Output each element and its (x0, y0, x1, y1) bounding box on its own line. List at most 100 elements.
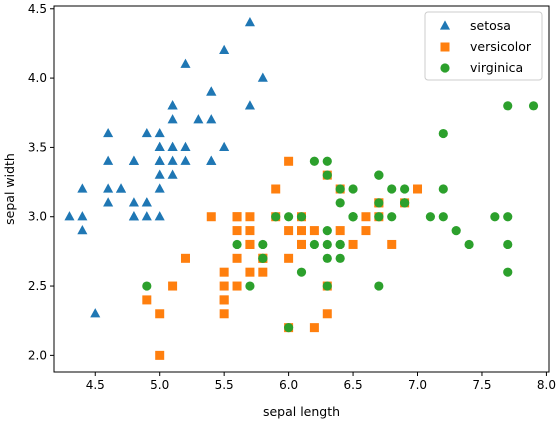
virginica-point (322, 156, 332, 166)
virginica-point (284, 323, 294, 333)
virginica-point (400, 198, 410, 208)
virginica-point (503, 239, 513, 250)
versicolor-point (348, 239, 358, 249)
virginica-point (322, 253, 332, 263)
virginica-point (322, 281, 332, 291)
virginica-point (258, 239, 268, 250)
y-axis-label: sepal width (2, 153, 17, 225)
virginica-point (284, 212, 294, 222)
versicolor-point (142, 295, 152, 305)
setosa-point (115, 183, 127, 193)
virginica-point (309, 239, 319, 250)
versicolor-point (309, 323, 319, 333)
legend-box (424, 11, 543, 81)
versicolor-point (206, 212, 216, 222)
virginica-point (503, 267, 513, 277)
setosa-point (193, 114, 204, 124)
versicolor-point (219, 281, 229, 291)
virginica-point (374, 212, 384, 222)
setosa-point (154, 183, 165, 193)
setosa-point (64, 211, 75, 221)
setosa-point (90, 308, 101, 318)
versicolor-point (232, 281, 242, 291)
series-setosa (64, 17, 268, 318)
virginica-point (374, 198, 384, 208)
versicolor-point (284, 156, 294, 166)
setosa-point (180, 58, 191, 68)
y-tick-label: 3.5 (28, 140, 47, 154)
setosa-point (244, 17, 255, 27)
setosa-point (219, 141, 230, 152)
versicolor-point (245, 226, 255, 236)
versicolor-point (232, 253, 242, 263)
versicolor-point (245, 212, 255, 222)
setosa-point (206, 86, 217, 96)
setosa-point (154, 211, 165, 221)
setosa-point (180, 155, 191, 165)
virginica-point (438, 184, 448, 194)
y-tick-label: 2.5 (28, 279, 47, 293)
versicolor-point (232, 226, 242, 236)
x-tick-label: 7.5 (472, 378, 491, 392)
versicolor-point (361, 212, 371, 222)
setosa-point (167, 169, 178, 179)
virginica-point (374, 170, 384, 180)
x-tick-label: 8.0 (537, 378, 556, 392)
virginica-point (335, 198, 345, 208)
virginica-point (335, 184, 345, 194)
series-virginica (142, 101, 539, 333)
setosa-point (128, 211, 139, 221)
plot-area (64, 17, 539, 360)
setosa-point (206, 114, 217, 124)
x-axis-label: sepal length (263, 404, 340, 419)
virginica-point (348, 184, 358, 194)
versicolor-point (284, 253, 294, 263)
versicolor-point (219, 309, 229, 319)
virginica-point (387, 212, 397, 222)
versicolor-point (155, 309, 165, 319)
virginica-point (528, 101, 539, 111)
setosa-point (128, 197, 139, 207)
setosa-point (77, 224, 88, 235)
setosa-point (141, 127, 152, 138)
setosa-point (103, 127, 114, 138)
y-tick-label: 3.0 (28, 210, 47, 224)
setosa-point (154, 155, 165, 165)
setosa-point (141, 197, 152, 207)
versicolor-point (180, 253, 190, 263)
virginica-point (425, 212, 436, 222)
legend: setosa versicolor virginica (424, 11, 543, 81)
virginica-point (271, 212, 281, 222)
setosa-point (103, 197, 114, 207)
virginica-point (503, 212, 513, 222)
axis-ticks: 4.5 5.0 5.5 6.0 6.5 7.0 7.5 8.0 2.0 2.5 3.0 3.5 4.0 4… (28, 2, 556, 392)
versicolor-point (271, 184, 281, 194)
setosa-point (244, 100, 255, 110)
versicolor-point (361, 226, 371, 236)
setosa-point (154, 141, 165, 152)
legend-marker-setosa (439, 20, 451, 30)
virginica-point (503, 101, 513, 111)
setosa-point (77, 211, 88, 221)
virginica-point (296, 212, 307, 222)
versicolor-point (387, 239, 397, 249)
versicolor-point (258, 267, 268, 277)
setosa-point (167, 141, 178, 152)
virginica-point (400, 184, 410, 194)
y-tick-label: 2.0 (28, 348, 47, 362)
x-tick-label: 6.0 (279, 378, 298, 392)
setosa-point (103, 183, 114, 193)
versicolor-point (219, 295, 229, 305)
virginica-point (322, 170, 332, 180)
legend-label-virginica: virginica (470, 60, 523, 75)
virginica-point (335, 253, 345, 263)
virginica-point (335, 239, 345, 250)
versicolor-point (168, 281, 178, 291)
setosa-point (180, 141, 191, 152)
x-tick-label: 6.5 (344, 378, 363, 392)
setosa-point (141, 211, 152, 221)
versicolor-point (322, 309, 332, 319)
setosa-point (167, 155, 178, 165)
axes-frame (53, 5, 550, 373)
